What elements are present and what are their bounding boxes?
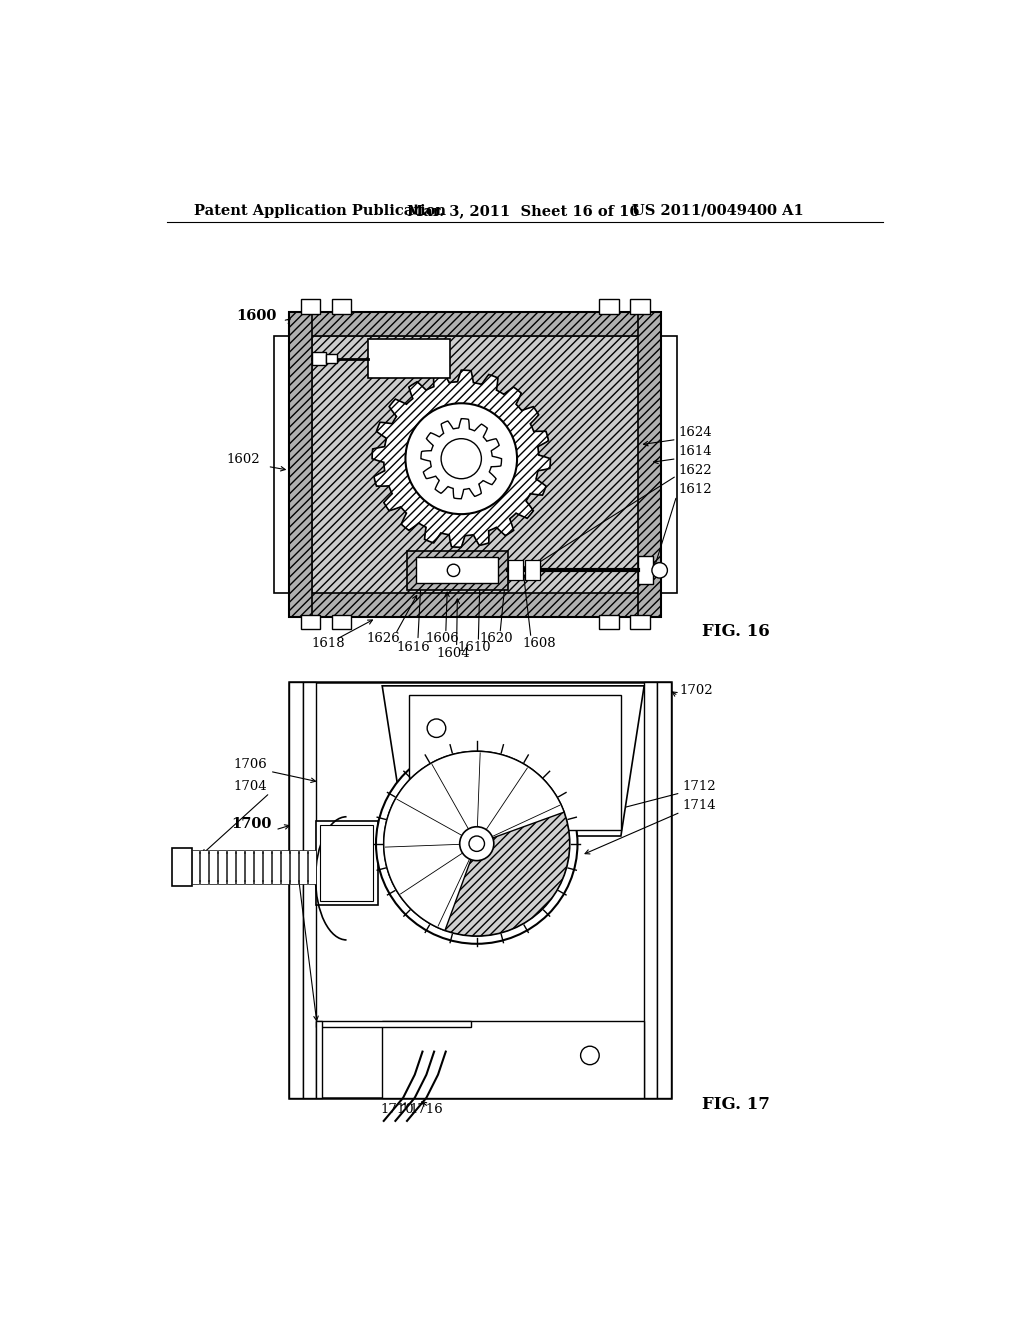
Bar <box>382 1020 644 1098</box>
Bar <box>599 615 618 628</box>
Bar <box>245 850 253 884</box>
Bar <box>289 313 662 616</box>
Circle shape <box>469 836 484 851</box>
Text: 1612: 1612 <box>678 483 712 496</box>
Bar <box>227 850 236 884</box>
Bar <box>312 335 638 594</box>
Text: 1610: 1610 <box>458 642 492 655</box>
Text: 1602: 1602 <box>226 453 260 466</box>
Bar <box>210 850 217 884</box>
Text: 1608: 1608 <box>522 638 556 651</box>
Text: 1716: 1716 <box>410 1104 443 1117</box>
Bar <box>599 298 618 314</box>
Bar <box>327 354 337 363</box>
Bar <box>172 847 193 886</box>
Bar <box>630 298 649 314</box>
Bar <box>289 682 671 1098</box>
Text: 1606: 1606 <box>425 632 459 645</box>
Bar <box>289 594 662 616</box>
Text: 1600: 1600 <box>237 309 276 323</box>
Circle shape <box>581 1047 599 1065</box>
Bar <box>272 850 280 884</box>
Bar <box>656 682 671 1098</box>
Bar <box>312 352 327 364</box>
Circle shape <box>460 826 494 861</box>
Text: 1706: 1706 <box>233 758 267 771</box>
Text: 1622: 1622 <box>678 465 712 477</box>
Bar <box>508 560 523 581</box>
Text: 1618: 1618 <box>311 638 345 651</box>
Bar <box>289 313 312 616</box>
Bar <box>638 313 662 616</box>
Polygon shape <box>372 370 550 548</box>
Bar <box>524 560 541 581</box>
Bar <box>315 1020 322 1098</box>
Bar <box>289 313 662 335</box>
Bar <box>273 335 289 594</box>
Circle shape <box>427 719 445 738</box>
Bar <box>301 615 321 628</box>
Bar <box>321 825 373 900</box>
Text: 1704: 1704 <box>233 780 267 793</box>
Text: 1710: 1710 <box>381 1104 415 1117</box>
Bar <box>303 682 315 1098</box>
Text: FIG. 16: FIG. 16 <box>701 623 769 640</box>
Text: 1604: 1604 <box>436 647 470 660</box>
Bar <box>407 552 508 590</box>
Text: Mar. 3, 2011  Sheet 16 of 16: Mar. 3, 2011 Sheet 16 of 16 <box>407 203 640 218</box>
Circle shape <box>447 564 460 577</box>
Circle shape <box>652 562 668 578</box>
Bar <box>289 682 303 1098</box>
Text: 1714: 1714 <box>682 799 716 812</box>
Bar <box>301 298 321 314</box>
Text: Patent Application Publication: Patent Application Publication <box>194 203 445 218</box>
Text: US 2011/0049400 A1: US 2011/0049400 A1 <box>632 203 804 218</box>
Text: 1616: 1616 <box>396 642 430 655</box>
Bar <box>638 557 653 585</box>
Text: 1712: 1712 <box>682 780 716 793</box>
Text: 1702: 1702 <box>680 684 714 697</box>
Text: 1620: 1620 <box>479 632 513 645</box>
Text: 1626: 1626 <box>367 632 400 645</box>
Text: 1624: 1624 <box>678 425 712 438</box>
Text: 1700: 1700 <box>231 817 271 832</box>
Bar <box>332 615 351 628</box>
Text: FIG. 17: FIG. 17 <box>701 1097 769 1113</box>
Bar <box>369 339 450 378</box>
Bar <box>315 821 378 906</box>
Bar <box>218 850 226 884</box>
Bar <box>263 850 270 884</box>
Bar <box>191 853 315 880</box>
Bar <box>308 850 315 884</box>
Bar <box>254 850 262 884</box>
Bar <box>644 682 656 1098</box>
Bar <box>281 850 289 884</box>
Bar <box>417 557 499 583</box>
Circle shape <box>441 438 481 479</box>
Bar <box>191 850 200 884</box>
Polygon shape <box>382 686 644 836</box>
Bar <box>315 1020 471 1027</box>
Bar <box>201 850 208 884</box>
Bar <box>290 850 298 884</box>
Polygon shape <box>384 751 564 931</box>
Polygon shape <box>421 418 502 499</box>
Bar <box>299 850 306 884</box>
Circle shape <box>376 743 578 944</box>
Bar <box>662 335 677 594</box>
Bar <box>630 615 649 628</box>
Text: 1708: 1708 <box>261 853 295 866</box>
Bar <box>237 850 244 884</box>
Bar <box>332 298 351 314</box>
Circle shape <box>406 404 517 513</box>
Circle shape <box>384 751 569 936</box>
Text: 1614: 1614 <box>678 445 712 458</box>
Bar <box>410 696 621 830</box>
